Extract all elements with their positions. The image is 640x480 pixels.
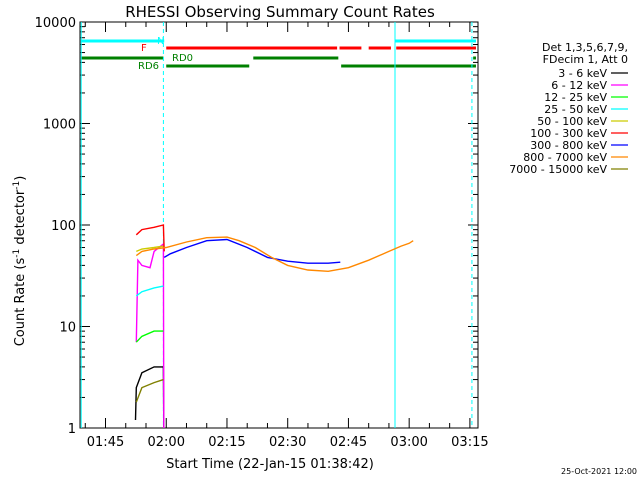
y-tick-label: 10000 — [35, 16, 76, 31]
series-50to100kev — [136, 245, 164, 253]
x-tick-label: 02:45 — [330, 435, 367, 450]
x-tick-label: 02:00 — [148, 435, 185, 450]
series-25to50kev — [135, 285, 164, 297]
x-axis-label: Start Time (22-Jan-15 01:38:42) — [166, 457, 374, 472]
footer-date: 25-Oct-2021 12:00 — [561, 467, 637, 476]
legend-label-100to300kev: 100 - 300 keV — [530, 127, 607, 140]
status-label-N: N — [157, 36, 164, 47]
legend-label-3to6kev: 3 - 6 keV — [558, 67, 607, 80]
x-tick-label: 02:15 — [208, 435, 245, 450]
legend-label-25to50kev: 25 - 50 keV — [544, 103, 607, 116]
plot-frame — [79, 21, 479, 429]
y-axis-label: Count Rate (s-1 detector-1) — [12, 176, 28, 347]
series-100to300kev — [135, 224, 165, 252]
chart-title: RHESSI Observing Summary Count Rates — [125, 3, 435, 21]
series-800to7000kev — [135, 236, 414, 273]
series-12to25kev — [135, 330, 164, 343]
x-tick-label: 02:30 — [269, 435, 306, 450]
y-ticks: 1 10 100 1000 10000 — [35, 16, 478, 437]
series-3to6kev — [134, 366, 165, 429]
legend-header-line1: Det 1,3,5,6,7,9, — [542, 41, 628, 54]
y-tick-label: 10 — [59, 321, 76, 336]
status-label-RD6: RD6 — [138, 61, 159, 72]
series-6to12kev — [135, 242, 165, 429]
status-label-F: F — [141, 43, 147, 54]
y-tick-label: 1000 — [43, 118, 76, 133]
legend-label-12to25kev: 12 - 25 keV — [544, 91, 607, 104]
y-tick-label: 100 — [51, 219, 76, 234]
series-layer — [134, 224, 414, 429]
x-tick-label: 03:15 — [451, 435, 488, 450]
legend-label-6to12kev: 6 - 12 keV — [551, 79, 607, 92]
legend-label-800to7000kev: 800 - 7000 keV — [523, 151, 607, 164]
x-tick-label: 03:00 — [390, 435, 427, 450]
legend: Det 1,3,5,6,7,9, FDecim 1, Att 0 3 - 6 k… — [509, 41, 628, 176]
y-tick-label: 1 — [68, 422, 76, 437]
x-tick-label: 01:45 — [87, 435, 124, 450]
status-bars: NF RD0 RD6 — [80, 22, 476, 428]
x-ticks: 01:45 02:00 02:15 02:30 02:45 03:00 03:15 — [84, 22, 489, 450]
legend-header-line2: FDecim 1, Att 0 — [543, 53, 628, 66]
legend-label-7000to15000kev: 7000 - 15000 keV — [509, 163, 607, 176]
legend-label-300to800kev: 300 - 800 keV — [530, 139, 607, 152]
series-300to800kev — [163, 238, 341, 264]
plot-border — [79, 21, 479, 429]
status-label-RD0: RD0 — [172, 53, 193, 64]
legend-label-50to100kev: 50 - 100 keV — [537, 115, 607, 128]
series-7000to15000kev — [135, 378, 164, 403]
